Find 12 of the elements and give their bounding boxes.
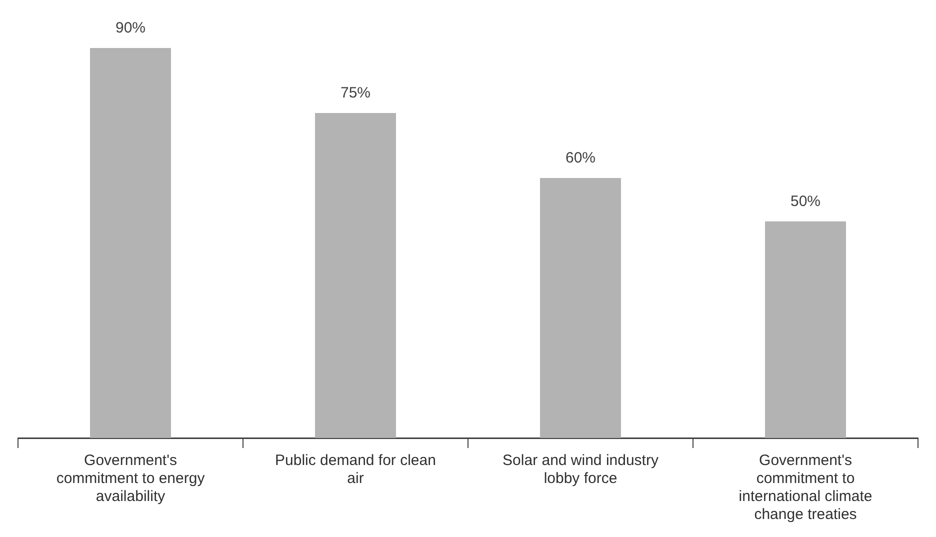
bar bbox=[765, 221, 846, 438]
x-tick-label: Public demand for clean air bbox=[275, 452, 436, 488]
x-tick-label: Government's commitment to energy availability bbox=[56, 452, 206, 506]
bar bbox=[90, 48, 171, 438]
x-tick-label: Solar and wind industry lobby force bbox=[502, 452, 659, 488]
data-label: 50% bbox=[790, 192, 821, 210]
bar bbox=[315, 113, 396, 438]
data-label: 90% bbox=[115, 20, 146, 37]
bar bbox=[540, 178, 621, 438]
data-label: 60% bbox=[565, 150, 596, 167]
data-label: 75% bbox=[340, 84, 371, 102]
x-tick-label: Government's commitment to international climate change treaties bbox=[738, 452, 872, 524]
